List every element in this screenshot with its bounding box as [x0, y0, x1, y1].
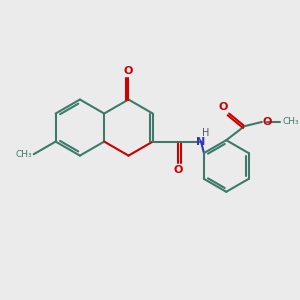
Text: N: N [196, 136, 206, 147]
Text: H: H [202, 128, 210, 138]
Text: CH₃: CH₃ [283, 118, 299, 127]
Text: O: O [124, 66, 133, 76]
Text: O: O [173, 165, 183, 175]
Text: O: O [218, 102, 228, 112]
Text: CH₃: CH₃ [16, 150, 32, 159]
Text: O: O [262, 117, 272, 127]
